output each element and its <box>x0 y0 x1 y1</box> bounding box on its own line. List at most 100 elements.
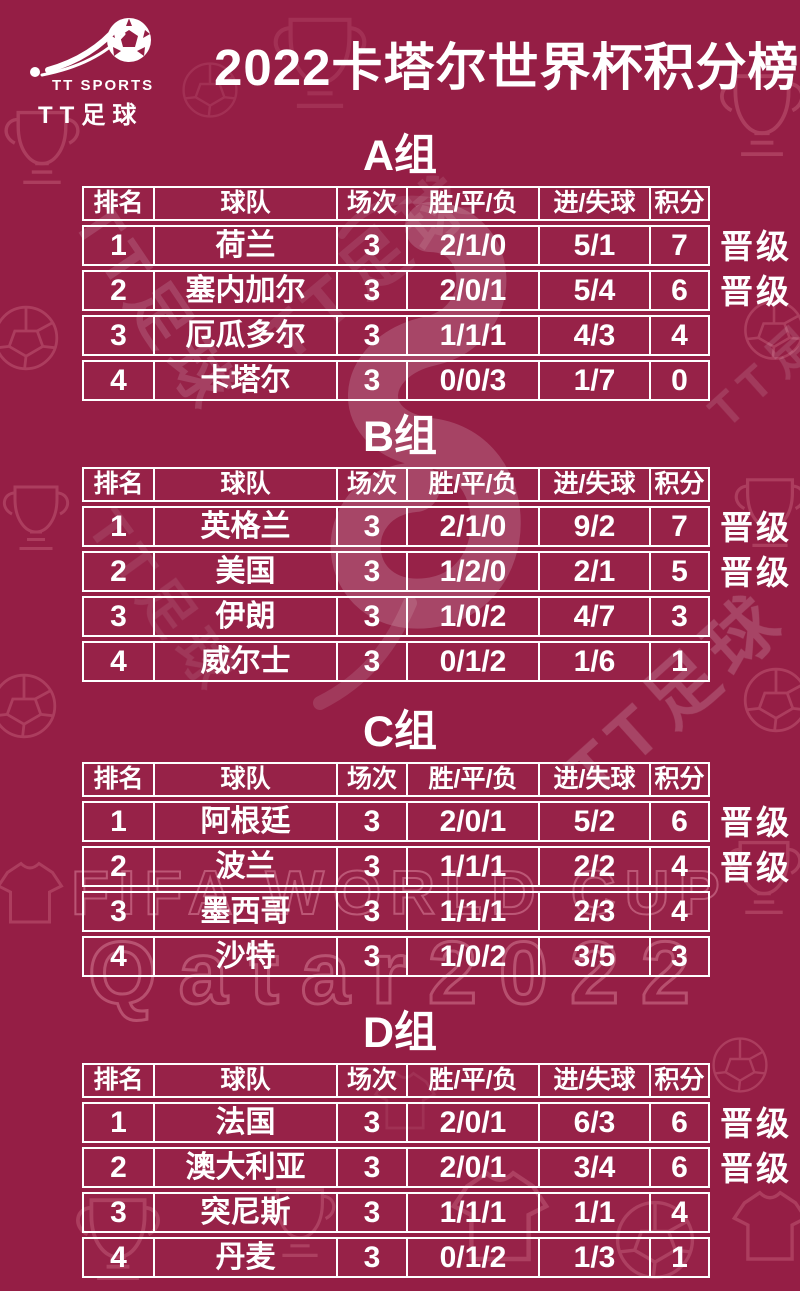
standings-table: 排名 球队 场次 胜/平/负 进/失球 积分 1 英格兰 3 2/1/0 9/2 7 晋级 2 美国 3 1/… <box>82 467 789 682</box>
table-rows: 1 阿根廷 3 2/0/1 5/2 6 晋级 2 波兰 3 1/1/1 2/2 4 晋级 3 墨西哥 3 1/1/… <box>82 801 789 977</box>
group-section: C组 排名 球队 场次 胜/平/负 进/失球 积分 1 阿根廷 3 2/0/1 5/2 6 晋级 2 波兰… <box>0 708 800 977</box>
win-draw-loss: 0/0/3 <box>408 362 540 399</box>
points: 3 <box>671 600 688 633</box>
column-header: 进/失球 <box>540 188 651 219</box>
team-name: 丹麦 <box>155 1239 338 1276</box>
goals-for-against: 3/5 <box>540 938 651 975</box>
table-row: 2 塞内加尔 3 2/0/1 5/4 6 晋级 <box>82 270 789 311</box>
table-row: 2 澳大利亚 3 2/0/1 3/4 6 晋级 <box>82 1147 789 1188</box>
points: 4 <box>671 1196 688 1229</box>
team-name: 沙特 <box>155 938 338 975</box>
goals-for-against: 5/2 <box>540 803 651 840</box>
table-header-row: 排名 球队 场次 胜/平/负 进/失球 积分 <box>82 467 710 502</box>
team-name: 厄瓜多尔 <box>155 317 338 354</box>
win-draw-loss: 1/2/0 <box>408 553 540 590</box>
column-header: 胜/平/负 <box>408 188 540 219</box>
matches: 3 <box>338 362 408 399</box>
header-cells: 排名 球队 场次 胜/平/负 进/失球 积分 <box>82 186 710 221</box>
group-section: B组 排名 球队 场次 胜/平/负 进/失球 积分 1 英格兰 3 2/1/0 9/2 7 晋级 2 美国… <box>0 413 800 682</box>
table-row: 1 法国 3 2/0/1 6/3 6 晋级 <box>82 1102 789 1143</box>
logo-text-cn: TT足球 <box>38 102 144 129</box>
matches: 3 <box>338 938 408 975</box>
table-header-row: 排名 球队 场次 胜/平/负 进/失球 积分 <box>82 1063 710 1098</box>
standings-table: 排名 球队 场次 胜/平/负 进/失球 积分 1 阿根廷 3 2/0/1 5/2 6 晋级 2 波兰 3 1/… <box>82 762 789 977</box>
win-draw-loss: 2/0/1 <box>408 1149 540 1186</box>
win-draw-loss: 2/0/1 <box>408 272 540 309</box>
matches: 3 <box>338 803 408 840</box>
team-name: 阿根廷 <box>155 803 338 840</box>
points: 6 <box>671 274 688 307</box>
column-header: 场次 <box>338 469 408 500</box>
rank: 2 <box>84 553 155 590</box>
matches: 3 <box>338 1239 408 1276</box>
matches: 3 <box>338 227 408 264</box>
page-title: 2022卡塔尔世界杯积分榜 <box>214 39 800 96</box>
points: 6 <box>671 805 688 838</box>
rank: 2 <box>84 848 155 885</box>
team-name: 美国 <box>155 553 338 590</box>
goals-for-against: 3/4 <box>540 1149 651 1186</box>
matches: 3 <box>338 848 408 885</box>
column-header: 积分 <box>654 1066 705 1094</box>
rank: 4 <box>84 362 155 399</box>
goals-for-against: 2/3 <box>540 893 651 930</box>
matches: 3 <box>338 1194 408 1231</box>
goals-for-against: 4/3 <box>540 317 651 354</box>
qualified-badge: 晋级 <box>720 228 792 265</box>
table-row: 4 丹麦 3 0/1/2 1/3 1 <box>82 1237 710 1278</box>
table-header-row: 排名 球队 场次 胜/平/负 进/失球 积分 <box>82 186 710 221</box>
group-title: B组 <box>362 413 438 461</box>
rank: 3 <box>84 598 155 635</box>
team-name: 英格兰 <box>155 508 338 545</box>
column-header: 进/失球 <box>540 1065 651 1096</box>
team-name: 威尔士 <box>155 643 338 680</box>
goals-for-against: 4/7 <box>540 598 651 635</box>
points: 4 <box>671 895 688 928</box>
win-draw-loss: 0/1/2 <box>408 1239 540 1276</box>
goals-for-against: 2/2 <box>540 848 651 885</box>
header: TT SPORTS TT足球 2022卡塔尔世界杯积分榜 <box>0 0 800 130</box>
table-row: 3 突尼斯 3 1/1/1 1/1 4 <box>82 1192 710 1233</box>
win-draw-loss: 2/1/0 <box>408 227 540 264</box>
win-draw-loss: 1/0/2 <box>408 598 540 635</box>
column-header: 球队 <box>155 188 338 219</box>
team-name: 墨西哥 <box>155 893 338 930</box>
qualified-badge: 晋级 <box>720 1105 792 1142</box>
goals-for-against: 6/3 <box>540 1104 651 1141</box>
rank: 3 <box>84 317 155 354</box>
table-row: 1 荷兰 3 2/1/0 5/1 7 晋级 <box>82 225 789 266</box>
points: 3 <box>671 940 688 973</box>
goals-for-against: 1/3 <box>540 1239 651 1276</box>
fifa-worldcup-watermark: FIFA WORLD CUP <box>70 858 729 929</box>
table-row: 3 厄瓜多尔 3 1/1/1 4/3 4 <box>82 315 710 356</box>
matches: 3 <box>338 317 408 354</box>
group-section: D组 排名 球队 场次 胜/平/负 进/失球 积分 1 法国 3 2/0/1 6/3 6 晋级 2 澳大利… <box>0 1009 800 1278</box>
table-row: 2 美国 3 1/2/0 2/1 5 晋级 <box>82 551 789 592</box>
column-header: 进/失球 <box>540 764 651 795</box>
standings-table: 排名 球队 场次 胜/平/负 进/失球 积分 1 荷兰 3 2/1/0 5/1 7 晋级 2 塞内加尔 3 2… <box>82 186 789 401</box>
points: 6 <box>671 1151 688 1184</box>
qualified-badge: 晋级 <box>720 554 792 591</box>
points: 1 <box>671 1241 688 1274</box>
rank: 1 <box>84 508 155 545</box>
column-header: 场次 <box>338 1065 408 1096</box>
column-header: 排名 <box>84 188 155 219</box>
qualified-badge: 晋级 <box>720 1150 792 1187</box>
win-draw-loss: 1/0/2 <box>408 938 540 975</box>
table-rows: 1 法国 3 2/0/1 6/3 6 晋级 2 澳大利亚 3 2/0/1 3/4 6 晋级 3 突尼斯 3 1/1… <box>82 1102 789 1278</box>
table-row: 3 墨西哥 3 1/1/1 2/3 4 <box>82 891 710 932</box>
group-tables: A组 排名 球队 场次 胜/平/负 进/失球 积分 1 荷兰 3 2/1/0 5/1 7 晋级 2 塞内加… <box>0 132 800 1278</box>
goals-for-against: 5/1 <box>540 227 651 264</box>
rank: 1 <box>84 803 155 840</box>
column-header: 胜/平/负 <box>408 1065 540 1096</box>
qualified-badge: 晋级 <box>720 273 792 310</box>
team-name: 突尼斯 <box>155 1194 338 1231</box>
win-draw-loss: 1/1/1 <box>408 893 540 930</box>
win-draw-loss: 2/0/1 <box>408 1104 540 1141</box>
matches: 3 <box>338 893 408 930</box>
table-rows: 1 荷兰 3 2/1/0 5/1 7 晋级 2 塞内加尔 3 2/0/1 5/4 6 晋级 3 厄瓜多尔 3 1/… <box>82 225 789 401</box>
team-name: 伊朗 <box>155 598 338 635</box>
win-draw-loss: 2/0/1 <box>408 803 540 840</box>
column-header: 场次 <box>338 188 408 219</box>
